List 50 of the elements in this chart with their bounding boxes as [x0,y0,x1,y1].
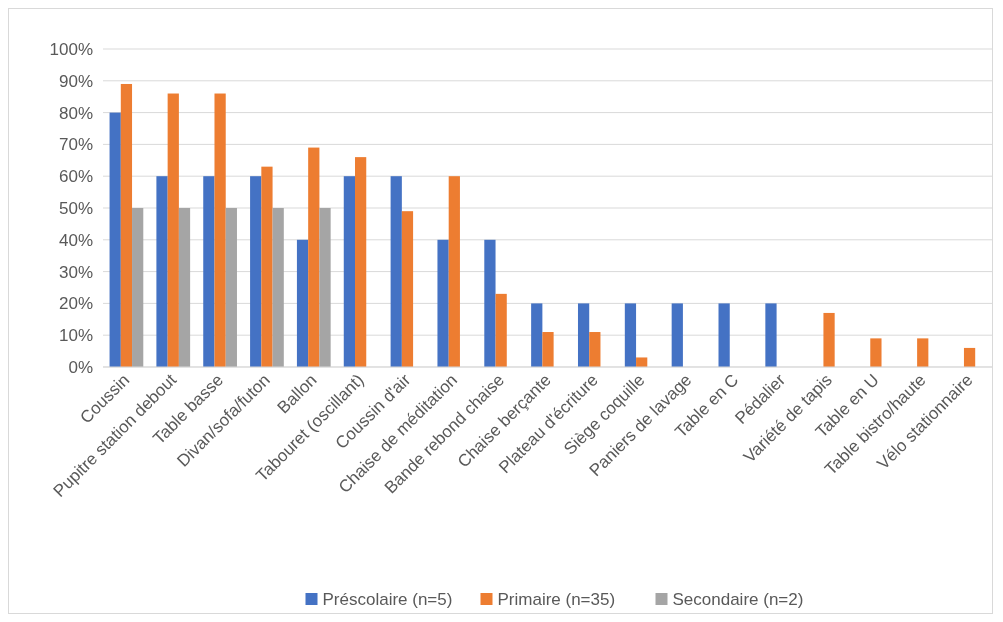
bar [437,239,449,367]
legend-label: Secondaire (n=2) [672,589,804,609]
bar [132,208,144,367]
y-tick-label: 30% [58,262,93,282]
y-tick-label: 0% [68,357,93,377]
bar [109,112,121,367]
bar [624,303,637,367]
bar [390,176,402,367]
y-tick-label: 50% [58,198,93,218]
bar [589,332,601,367]
bar [401,211,414,367]
legend-label: Primaire (n=35) [497,589,616,609]
bar [178,208,191,367]
y-tick-label: 70% [58,135,93,155]
y-tick-label: 90% [58,71,93,91]
bar [718,303,730,367]
bar [531,303,543,367]
y-tick-label: 20% [58,294,93,314]
y-tick-label: 40% [58,230,93,250]
bar [167,93,179,367]
bar [272,208,284,367]
y-tick-label: 60% [58,167,93,187]
bar [225,208,237,367]
bar [636,357,648,367]
bar [343,176,356,367]
bar [917,338,929,367]
bar [963,347,976,367]
bar [261,166,273,367]
bar [203,176,215,367]
bar [250,176,262,367]
y-tick-label: 80% [58,103,93,123]
legend-label: Préscolaire (n=5) [322,589,453,609]
bar [542,332,554,367]
y-tick-label: 100% [49,39,93,59]
bar [156,176,168,367]
bar [319,208,331,367]
bar [484,239,496,367]
bar [214,93,226,367]
bar [870,338,882,367]
bar [308,147,320,367]
bar [120,83,133,367]
bar [823,312,835,367]
bar [448,176,460,367]
bar [296,239,309,367]
bar [671,303,683,367]
bar [765,303,777,367]
y-tick-label: 10% [58,326,93,346]
bar [577,303,590,367]
bar [495,293,507,367]
bar [355,157,367,367]
